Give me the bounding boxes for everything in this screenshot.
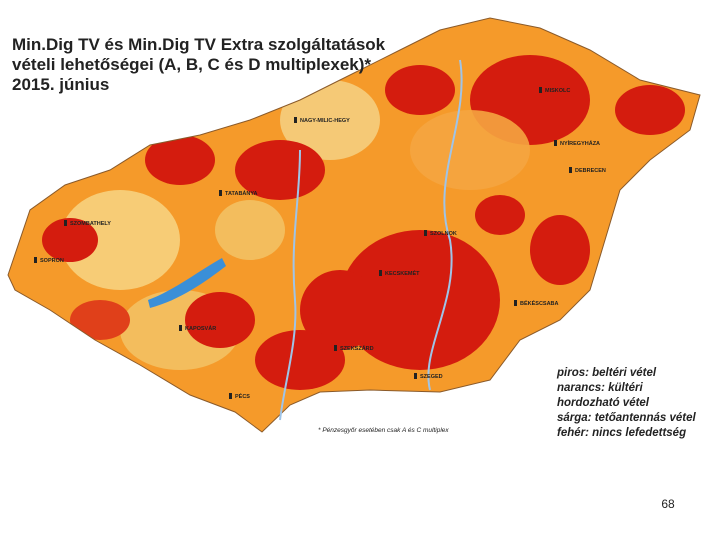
city-marker [424, 230, 427, 236]
city-marker [414, 373, 417, 379]
city-marker [569, 167, 572, 173]
city-label: MISKOLC [545, 88, 570, 94]
city-marker [34, 257, 37, 263]
city-labels: NAGY-MILIC-HEGY MISKOLC NYÍREGYHÁZA DEBRECE… [34, 87, 606, 400]
city-label: BÉKÉSCSABA [520, 299, 559, 307]
legend-line: hordozható vétel [557, 397, 650, 409]
city-marker [294, 117, 297, 123]
city-label: TATABÁNYA [225, 190, 258, 197]
city-label: PÉCS [235, 392, 250, 400]
city-marker [554, 140, 557, 146]
city-label: SZOLNOK [430, 231, 457, 237]
title-line: 2015. június [12, 75, 109, 94]
legend-line: narancs: kültéri [557, 382, 643, 394]
city-marker [379, 270, 382, 276]
legend: piros: beltéri vétel narancs: kültéri hord… [556, 367, 696, 439]
city-marker [64, 220, 67, 226]
city-marker [334, 345, 337, 351]
city-label: SOPRON [40, 258, 64, 264]
city-marker [229, 393, 232, 399]
city-marker [539, 87, 542, 93]
city-label: SZEKSZÁRD [340, 345, 374, 352]
city-label: DEBRECEN [575, 168, 606, 174]
city-marker [219, 190, 222, 196]
city-label: KECSKEMÉT [385, 269, 420, 277]
legend-line: sárga: tetőantennás vétel [557, 412, 696, 424]
city-label: KAPOSVÁR [185, 325, 216, 332]
city-marker [179, 325, 182, 331]
river [279, 149, 301, 421]
city-label: SZOMBATHELY [70, 221, 111, 227]
title-line: vételi lehetőségei (A, B, C és D multipl… [12, 55, 371, 74]
title: Min.Dig TV és Min.Dig TV Extra szolgálta… [12, 35, 386, 94]
city-marker [514, 300, 517, 306]
footnote: * Pénzesgyőr esetében csak A és C multip… [318, 427, 449, 434]
city-label: NYÍREGYHÁZA [560, 139, 600, 147]
page-number: 68 [661, 497, 675, 511]
legend-line: fehér: nincs lefedettség [557, 427, 686, 439]
city-label: SZEGED [420, 374, 443, 380]
title-line: Min.Dig TV és Min.Dig TV Extra szolgálta… [12, 35, 386, 54]
legend-line: piros: beltéri vétel [556, 367, 657, 379]
river [427, 59, 463, 391]
city-label: NAGY-MILIC-HEGY [300, 118, 350, 124]
